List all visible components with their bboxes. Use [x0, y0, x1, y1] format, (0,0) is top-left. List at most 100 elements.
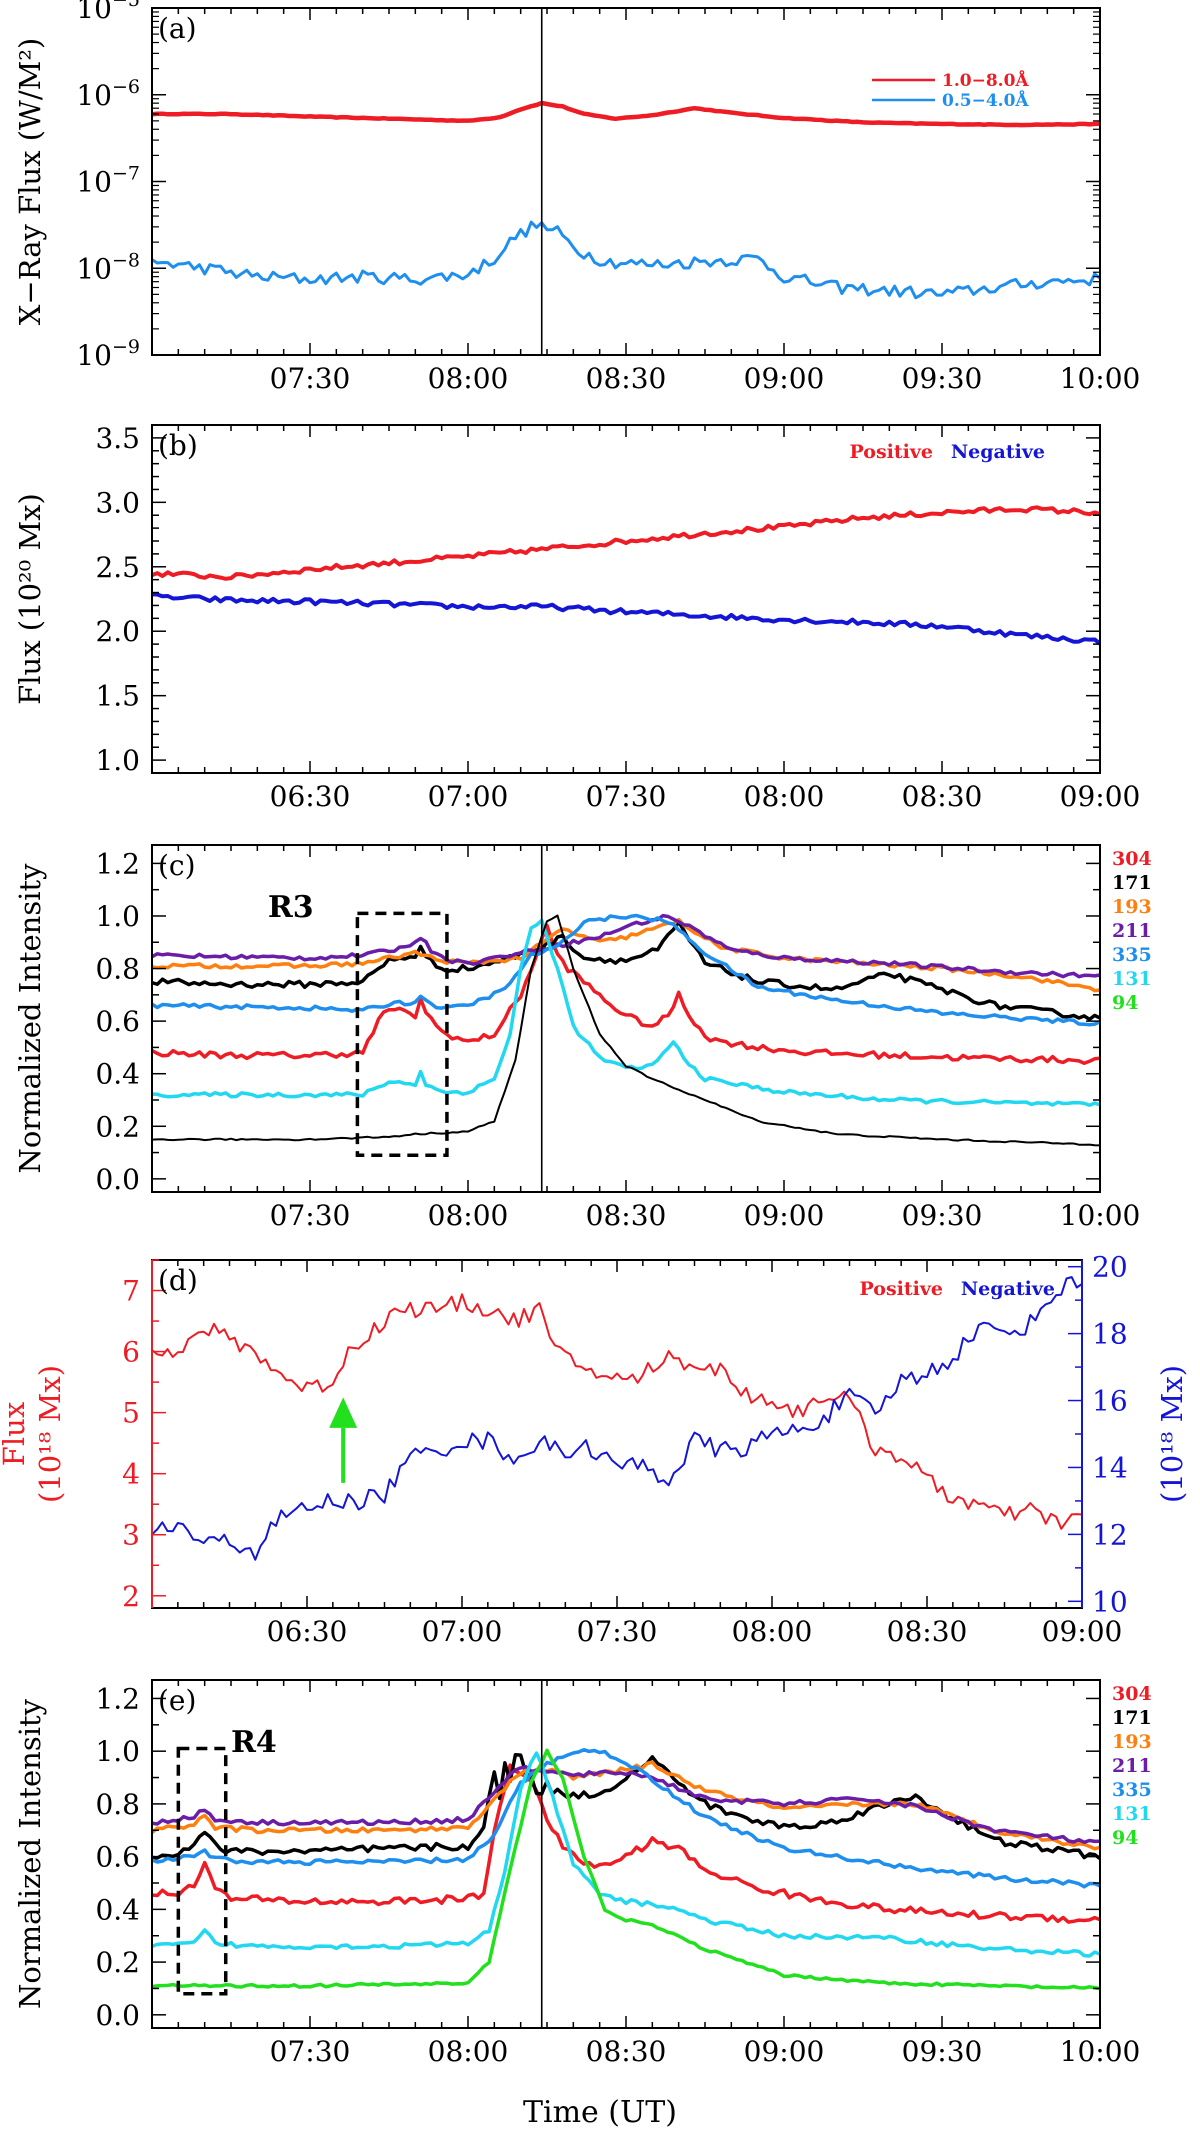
y-tick-label: 3.0: [95, 486, 140, 519]
series-line-e-211: [152, 1765, 1100, 1845]
x-tick-label: 10:00: [1060, 362, 1141, 395]
legend-label-positive: Positive: [860, 1278, 944, 1300]
y-axis-label-units: (10¹⁸ Mx): [33, 1365, 67, 1503]
y-tick-label: 1.2: [95, 1682, 140, 1715]
panels: 07:30 08:00 08:30 09:00 09:30 10:00 10−9 10−8 10…: [0, 0, 1189, 2068]
series-line-d-Positive: [152, 1293, 1082, 1530]
series-line-c-171: [152, 920, 1100, 1022]
y-tick-label: 1.5: [95, 680, 140, 713]
x-tick-label: 06:30: [267, 1615, 348, 1648]
y-right-axis-label: (10¹⁸ Mx): [1155, 1365, 1189, 1503]
region-box: [355, 911, 449, 1157]
x-tick-label: 09:00: [744, 362, 825, 395]
x-tick-label: 08:30: [586, 362, 667, 395]
y-axis-label: Flux (10²⁰ Mx): [13, 493, 47, 705]
series-line-c-304: [152, 923, 1100, 1066]
y-tick-label: 1.0: [95, 1735, 140, 1768]
plot-frame: [151, 7, 1101, 356]
panel-e: 07:30 08:00 08:30 09:00 09:30 10:00 0.0 0.2 0.4 0…: [13, 1679, 1152, 2068]
y-right-tick-label: 18: [1092, 1318, 1128, 1351]
y-tick-label: 1.2: [95, 847, 140, 880]
x-tick-label: 08:00: [744, 780, 825, 813]
panel-label: (c): [158, 849, 196, 882]
plot-area: [152, 505, 1100, 646]
panel-a: 07:30 08:00 08:30 09:00 09:30 10:00 10−9 10−8 10…: [13, 0, 1140, 395]
legend-label: 335: [1112, 1779, 1152, 1801]
legend-label: 94: [1112, 992, 1138, 1014]
series-line-e-94: [152, 1748, 1100, 1991]
x-tick-label: 09:00: [744, 2035, 825, 2068]
series-line-b-Positive: [152, 505, 1100, 581]
y-tick-label: 2.5: [95, 551, 140, 584]
x-tick-label: 08:00: [428, 362, 509, 395]
legend-label-positive: Positive: [850, 441, 934, 463]
region-box: [176, 1746, 228, 1996]
y-tick-label: 0.4: [95, 1893, 140, 1926]
y-tick-label: 2.0: [95, 615, 140, 648]
plot-frame: [151, 424, 1101, 774]
panel-c: 07:30 08:00 08:30 09:00 09:30 10:00 0.0 0.2 0.4 0…: [13, 844, 1152, 1232]
legend-label: 1.0−8.0Å: [942, 69, 1029, 91]
legend-label-negative: Negative: [951, 441, 1045, 463]
x-tick-label: 07:00: [422, 1615, 503, 1648]
y-tick-label: 2: [122, 1580, 140, 1613]
series-line-b-Negative: [152, 592, 1100, 646]
y-tick-label: 10−5: [76, 0, 140, 25]
y-tick-label: 0.8: [95, 1788, 140, 1821]
series-line-a-1-0-8-0-: [152, 100, 1100, 128]
plot-area: [152, 1747, 1100, 1991]
legend-label: 131: [1112, 968, 1152, 990]
y-axis-label: X−Ray Flux (W/M²): [13, 38, 47, 326]
y-right-tick-label: 12: [1092, 1518, 1128, 1551]
legend-label: 94: [1112, 1827, 1138, 1849]
panel-label: (a): [158, 12, 197, 45]
legend-label-negative: Negative: [961, 1278, 1055, 1300]
legend-label: 304: [1112, 848, 1152, 870]
y-tick-label: 0.2: [95, 1110, 140, 1143]
region-label: R3: [268, 890, 314, 925]
x-tick-label: 09:00: [744, 1199, 825, 1232]
legend-label: 211: [1112, 920, 1152, 942]
x-tick-label: 08:00: [428, 2035, 509, 2068]
series-line-a-0-5-4-0-: [152, 220, 1100, 300]
y-tick-label: 0.6: [95, 1005, 140, 1038]
y-axis-label: Normalized Intensity: [13, 1698, 47, 2009]
legend-label: 193: [1112, 1731, 1152, 1753]
series-line-d-Negative: [152, 1276, 1082, 1561]
x-tick-label: 08:30: [887, 1615, 968, 1648]
y-right-tick-label: 16: [1092, 1385, 1128, 1418]
x-tick-label: 10:00: [1060, 2035, 1141, 2068]
y-tick-label: 6: [122, 1336, 140, 1369]
y-tick-label: 0.6: [95, 1841, 140, 1874]
x-tick-label: 09:30: [902, 1199, 983, 1232]
legend-label: 171: [1112, 872, 1152, 894]
legend-label: 304: [1112, 1683, 1152, 1705]
panel-label: (d): [158, 1264, 198, 1297]
plot-area: [152, 1276, 1082, 1561]
legend-label: 171: [1112, 1707, 1152, 1729]
y-tick-label: 10−6: [76, 76, 140, 112]
y-axis-label: Normalized Intensity: [13, 863, 47, 1174]
arrow-head: [329, 1397, 358, 1428]
plot-area: [152, 100, 1100, 300]
x-tick-label: 07:30: [270, 362, 351, 395]
x-tick-label: 08:30: [586, 1199, 667, 1232]
series-line-e-131: [152, 1751, 1100, 1958]
x-tick-label: 09:00: [1042, 1615, 1123, 1648]
panel-b: 06:30 07:00 07:30 08:00 08:30 09:00 1.0 1.5 2.0 2…: [13, 422, 1140, 813]
x-tick-label: 07:30: [577, 1615, 658, 1648]
y-tick-label: 1.0: [95, 744, 140, 777]
panel-label: (b): [158, 429, 198, 462]
x-tick-label: 08:00: [428, 1199, 509, 1232]
y-tick-label: 0.2: [95, 1946, 140, 1979]
series-line-e-335: [152, 1747, 1100, 1889]
series-line-e-304: [152, 1763, 1100, 1924]
y-tick-label: 10−7: [76, 163, 140, 199]
y-tick-label: 0.0: [95, 1163, 140, 1196]
y-tick-label: 1.0: [95, 900, 140, 933]
y-tick-label: 10−9: [76, 336, 140, 372]
series-line-c-211: [152, 913, 1100, 979]
series-line-e-193: [152, 1760, 1100, 1851]
y-right-tick-label: 20: [1092, 1251, 1128, 1284]
